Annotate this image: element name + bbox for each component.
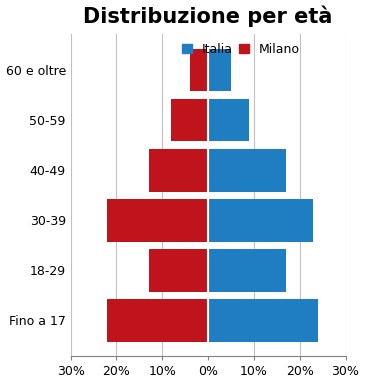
Bar [208, 49, 231, 91]
Bar [208, 249, 286, 292]
Bar [190, 49, 208, 91]
Bar [149, 149, 208, 192]
Bar [208, 299, 318, 342]
Bar [149, 249, 208, 292]
Title: Distribuzione per età: Distribuzione per età [83, 5, 333, 27]
Bar [107, 199, 208, 242]
Bar [208, 149, 286, 192]
Bar [172, 99, 208, 141]
Bar [107, 299, 208, 342]
Bar [208, 199, 314, 242]
Bar [208, 99, 249, 141]
Legend: Italia, Milano: Italia, Milano [180, 40, 303, 58]
